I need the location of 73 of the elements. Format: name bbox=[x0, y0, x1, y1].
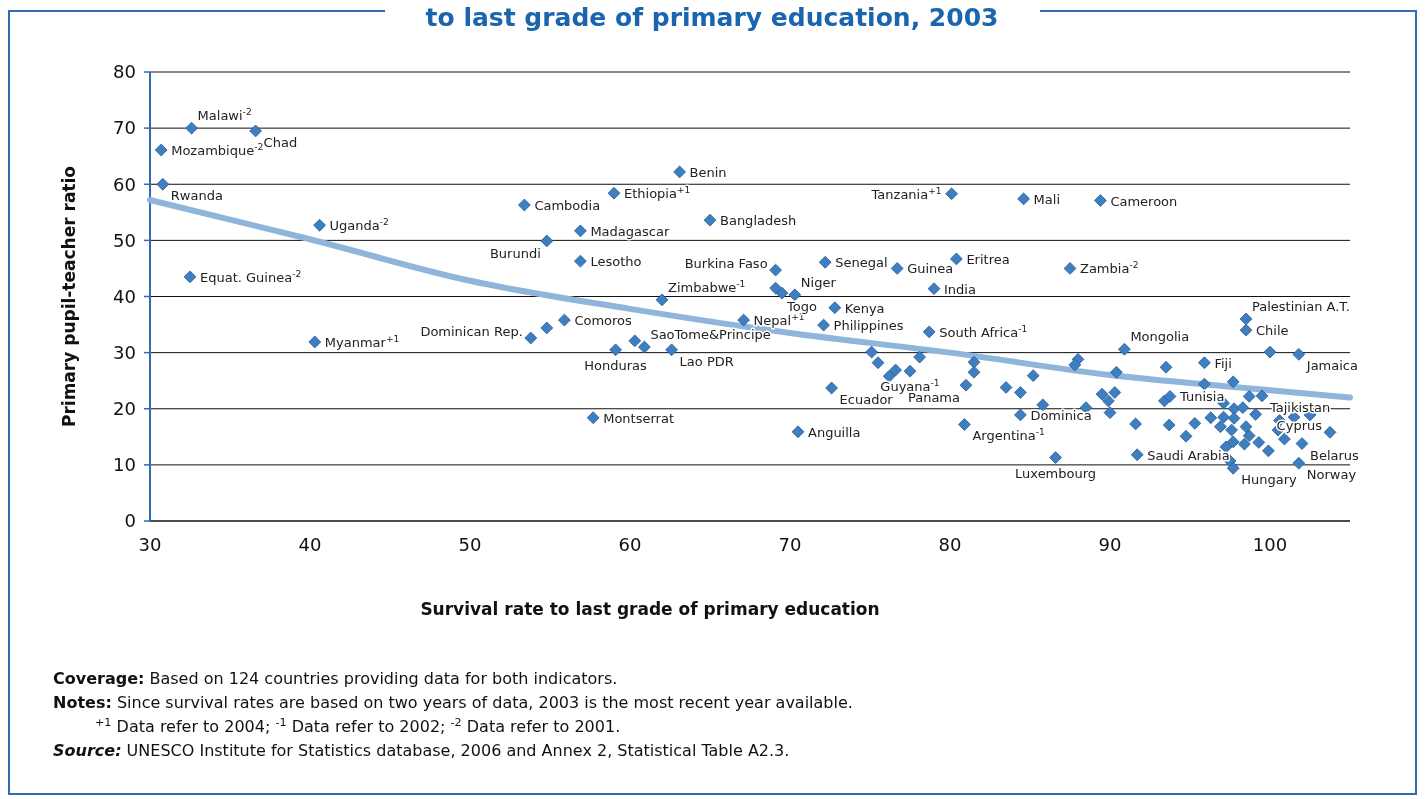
text: Notes: Since survival rates are based on two years of data, 2003 is the most recent year available. bbox=[53, 693, 853, 712]
x-tick-label: 100 bbox=[1252, 534, 1288, 555]
y-tick-label: 40 bbox=[113, 285, 136, 307]
annotation: Lesotho bbox=[590, 254, 642, 270]
annotation: Ethiopia$^{+1}$ bbox=[624, 185, 691, 202]
annotation: Niger bbox=[800, 274, 837, 290]
annotation: Philippines bbox=[833, 318, 904, 334]
x-tick-label: 50 bbox=[458, 534, 482, 555]
y-tick-label: 10 bbox=[113, 454, 136, 476]
annotation: Equat. Guinea$^{-2}$ bbox=[200, 268, 302, 285]
annotation: Tunisia bbox=[1179, 389, 1225, 405]
annotation: Chile bbox=[1256, 323, 1289, 339]
annotation: Chad bbox=[263, 134, 298, 150]
x-tick-label: 60 bbox=[618, 534, 642, 555]
annotation: Palestinian A.T. bbox=[1252, 298, 1350, 314]
annotation: Jamaica bbox=[1305, 358, 1358, 374]
annotation: Senegal bbox=[835, 255, 888, 271]
y-tick-label: 80 bbox=[113, 61, 136, 83]
annotation: Tanzania$^{+1}$ bbox=[870, 185, 942, 202]
text: Coverage: Based on 124 countries providing data for both indicators. bbox=[53, 669, 618, 688]
y-tick-label: 30 bbox=[113, 341, 136, 363]
y-tick-label: 20 bbox=[113, 398, 136, 420]
y-tick-label: 60 bbox=[113, 173, 136, 195]
y-tick-label: 50 bbox=[113, 229, 136, 251]
annotation: Hungary bbox=[1241, 472, 1298, 488]
annotation: SaoTome&Principe bbox=[650, 327, 771, 343]
x-tick-label: 90 bbox=[1098, 534, 1122, 555]
annotation: Bangladesh bbox=[720, 213, 797, 229]
annotation: India bbox=[944, 281, 976, 297]
annotation: Rwanda bbox=[170, 188, 223, 204]
annotation: Honduras bbox=[584, 357, 648, 373]
chart-title: to last grade of primary education, 2003 bbox=[425, 3, 999, 32]
x-tick-label: 70 bbox=[778, 534, 802, 555]
y-axis-title: Primary pupil-teacher ratio bbox=[59, 165, 79, 428]
x-axis-title: Survival rate to last grade of primary education bbox=[420, 599, 880, 619]
annotation: Belarus bbox=[1310, 447, 1360, 463]
annotation: Burundi bbox=[489, 245, 541, 261]
annotation: Myanmar$^{+1}$ bbox=[324, 333, 400, 350]
annotation: Mongolia bbox=[1130, 329, 1190, 345]
annotation: Malawi$^{-2}$ bbox=[197, 107, 252, 124]
y-tick-label: 70 bbox=[113, 117, 136, 139]
annotation: Guinea bbox=[907, 261, 954, 277]
text: $^{+1}$ Data refer to 2004; $^{-1}$ Data refer to 2002; $^{-2}$ Data refer to 2001. bbox=[95, 715, 621, 736]
annotation: Burkina Faso bbox=[684, 256, 768, 272]
annotation: Comoros bbox=[574, 313, 633, 329]
annotation: Montserrat bbox=[603, 410, 675, 426]
y-tick-label: 0 bbox=[124, 510, 136, 532]
x-tick-label: 30 bbox=[138, 534, 162, 555]
annotation: Madagascar bbox=[590, 223, 670, 239]
annotation: Anguilla bbox=[808, 424, 861, 440]
annotation: Zambia$^{-2}$ bbox=[1080, 260, 1139, 277]
x-tick-label: 80 bbox=[938, 534, 962, 555]
annotation: Togo bbox=[786, 299, 817, 315]
annotation: Dominica bbox=[1030, 407, 1092, 423]
annotation: Mali bbox=[1033, 191, 1061, 207]
annotation: Luxembourg bbox=[1015, 465, 1097, 481]
annotation: Cambodia bbox=[534, 198, 601, 214]
annotation: Lao PDR bbox=[679, 353, 734, 369]
annotation: Dominican Rep. bbox=[420, 324, 523, 340]
annotation: Uganda$^{-2}$ bbox=[329, 217, 389, 234]
annotation: Norway bbox=[1306, 467, 1357, 483]
annotation: Fiji bbox=[1214, 355, 1232, 371]
annotation: Argentina$^{-1}$ bbox=[972, 427, 1045, 444]
annotation: Benin bbox=[689, 164, 727, 180]
annotation: Saudi Arabia bbox=[1147, 447, 1230, 463]
annotation: Zimbabwe$^{-1}$ bbox=[668, 278, 746, 295]
annotation: Mozambique$^{-2}$ bbox=[171, 142, 264, 159]
source-note: Source: UNESCO Institute for Statistics database, 2006 and Annex 2, Statistical Table A2.3. bbox=[53, 741, 790, 760]
annotation: Cameroon bbox=[1110, 193, 1178, 209]
x-tick-label: 40 bbox=[298, 534, 322, 555]
annotation: Eritrea bbox=[966, 251, 1010, 267]
annotation: South Africa$^{-1}$ bbox=[939, 323, 1028, 340]
annotation: Kenya bbox=[844, 300, 885, 316]
